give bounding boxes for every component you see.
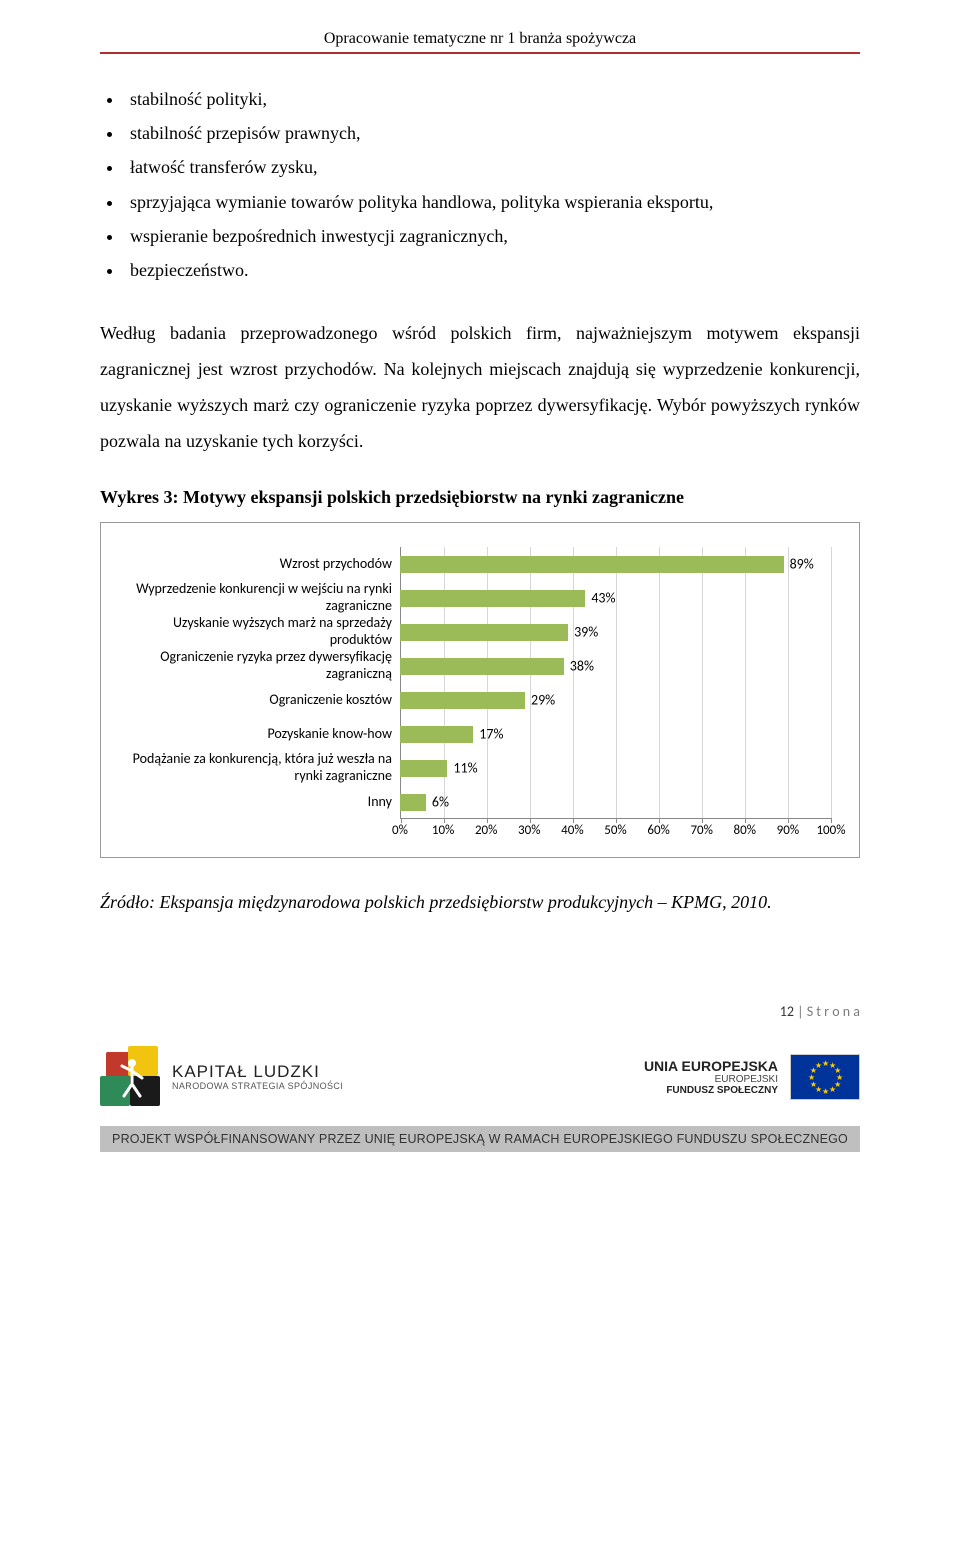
header-divider (100, 52, 860, 54)
ue-sublabel-2: FUNDUSZ SPOŁECZNY (644, 1085, 778, 1096)
chart-category-label: Podążanie za konkurencją, która już wesz… (115, 751, 400, 785)
chart-bar-value: 17% (479, 726, 503, 743)
chart-title: Wykres 3: Motywy ekspansji polskich prze… (100, 487, 860, 508)
chart-bar-value: 39% (574, 624, 598, 641)
doc-header: Opracowanie tematyczne nr 1 branża spoży… (100, 30, 860, 48)
chart-x-tick: 30% (518, 823, 540, 838)
bullet-item: łatwość transferów zysku, (124, 150, 860, 184)
kapital-sublabel: NARODOWA STRATEGIA SPÓJNOŚCI (172, 1082, 343, 1092)
chart-bar: 11% (400, 760, 447, 777)
bullet-item: sprzyjająca wymianie towarów polityka ha… (124, 185, 860, 219)
chart-bar: 6% (400, 794, 426, 811)
chart-x-tick: 60% (647, 823, 669, 838)
footer-bar: PROJEKT WSPÓŁFINANSOWANY PRZEZ UNIĘ EURO… (100, 1126, 860, 1152)
kapital-ludzki-logo: KAPITAŁ LUDZKI NARODOWA STRATEGIA SPÓJNO… (100, 1046, 343, 1108)
chart-bar: 43% (400, 590, 585, 607)
chart-x-tick: 50% (604, 823, 626, 838)
chart-category-label: Ograniczenie ryzyka przez dywersyfikację… (115, 649, 400, 683)
bullet-list: stabilność polityki,stabilność przepisów… (124, 82, 860, 287)
bullet-item: wspieranie bezpośrednich inwestycji zagr… (124, 219, 860, 253)
chart-category-label: Inny (115, 785, 400, 819)
chart-bar-value: 38% (570, 658, 594, 675)
chart-x-tick: 40% (561, 823, 583, 838)
chart-bar: 29% (400, 692, 525, 709)
chart-x-tick: 100% (816, 823, 845, 838)
bullet-item: stabilność przepisów prawnych, (124, 116, 860, 150)
chart-x-tick: 20% (475, 823, 497, 838)
chart-container: Wzrost przychodówWyprzedzenie konkurencj… (100, 522, 860, 858)
chart-category-label: Ograniczenie kosztów (115, 683, 400, 717)
kapital-label: KAPITAŁ LUDZKI (172, 1063, 343, 1082)
chart-bar-value: 43% (591, 590, 615, 607)
chart-category-label: Wyprzedzenie konkurencji w wejściu na ry… (115, 581, 400, 615)
chart-category-label: Wzrost przychodów (115, 547, 400, 581)
chart-bar-value: 6% (432, 794, 449, 811)
chart-x-tick: 80% (734, 823, 756, 838)
chart-x-tick: 90% (777, 823, 799, 838)
page-number: 12 | S t r o n a (100, 1003, 860, 1020)
chart-x-tick: 0% (392, 823, 408, 838)
chart-x-tick: 70% (690, 823, 712, 838)
chart-category-label: Pozyskanie know-how (115, 717, 400, 751)
chart-bar: 17% (400, 726, 473, 743)
chart-bar: 38% (400, 658, 564, 675)
ue-label: UNIA EUROPEJSKA (644, 1058, 778, 1074)
chart-bar-value: 89% (790, 556, 814, 573)
bullet-item: bezpieczeństwo. (124, 253, 860, 287)
bullet-item: stabilność polityki, (124, 82, 860, 116)
ue-sublabel-1: EUROPEJSKI (644, 1074, 778, 1085)
chart-bar-value: 29% (531, 692, 555, 709)
chart-category-label: Uzyskanie wyższych marż na sprzedaży pro… (115, 615, 400, 649)
chart-x-tick: 10% (432, 823, 454, 838)
footer-logos: KAPITAŁ LUDZKI NARODOWA STRATEGIA SPÓJNO… (100, 1046, 860, 1108)
chart-bar: 89% (400, 556, 784, 573)
chart-source: Źródło: Ekspansja międzynarodowa polskic… (100, 892, 860, 913)
eu-flag-icon: ★★★★★★★★★★★★ (790, 1054, 860, 1100)
eu-logo: UNIA EUROPEJSKA EUROPEJSKI FUNDUSZ SPOŁE… (644, 1054, 860, 1100)
body-paragraph: Według badania przeprowadzonego wśród po… (100, 315, 860, 459)
chart-bar-value: 11% (453, 760, 477, 777)
chart-bar: 39% (400, 624, 568, 641)
